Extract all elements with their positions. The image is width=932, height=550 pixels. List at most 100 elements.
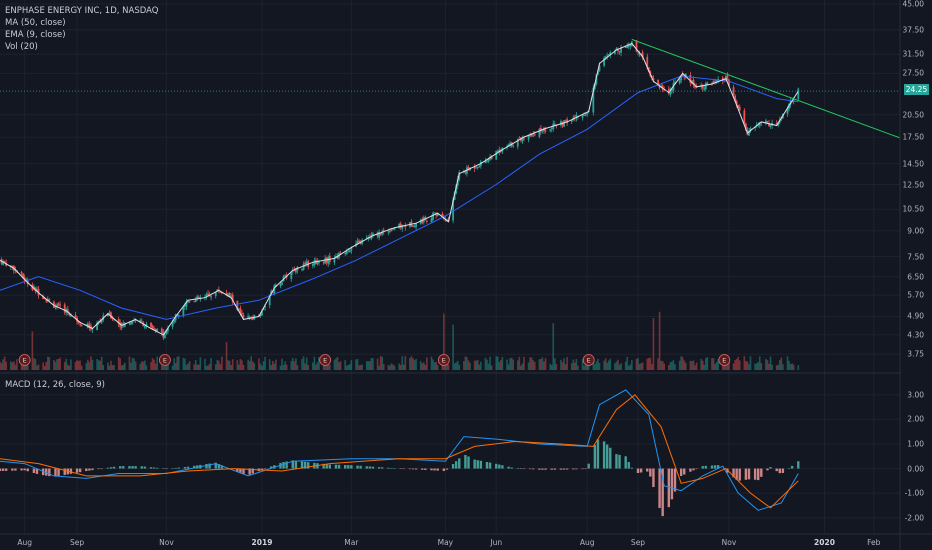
macd-tick-label: -1.00 [904, 488, 924, 498]
volume-bar [572, 359, 575, 370]
symbol-title[interactable]: ENPHASE ENERGY INC, 1D, NASDAQ [5, 6, 159, 16]
candle-body [379, 232, 382, 235]
macd-histogram-bar [1, 468, 5, 471]
candle-body [69, 314, 72, 317]
volume-bar [379, 356, 382, 370]
macd-histogram-bar [106, 467, 110, 469]
macd-histogram-bar [661, 468, 664, 517]
macd-histogram-bar [152, 467, 156, 469]
volume-bar [196, 364, 199, 370]
ema-legend[interactable]: EMA (9, close) [5, 30, 66, 40]
candle-body [54, 306, 57, 308]
volume-bar [54, 361, 57, 370]
volume-bar [715, 362, 718, 370]
volume-bar [592, 360, 595, 370]
candle-body [560, 120, 562, 126]
candle-body [381, 231, 384, 235]
macd-histogram-bar [433, 468, 436, 471]
current-price-badge: 24.25 [904, 84, 929, 95]
volume-bar [594, 364, 596, 370]
volume-bar [204, 358, 206, 370]
indicator-lines [0, 38, 901, 336]
volume-bar [754, 363, 756, 370]
volume-bar [755, 363, 758, 370]
volume-bar [376, 358, 379, 370]
macd-legend[interactable]: MACD (12, 26, close, 9) [5, 380, 105, 390]
candle-body [538, 128, 541, 137]
macd-histogram-bar [270, 466, 273, 469]
volume-bar [749, 356, 752, 370]
volume-bar [318, 356, 320, 370]
macd-histogram-bar [248, 468, 251, 475]
macd-histogram-bar [605, 444, 609, 469]
price-tick-label: 12.50 [902, 180, 924, 190]
candle-body [143, 325, 146, 328]
volume-bar [640, 363, 642, 370]
macd-histogram-bar [242, 468, 245, 474]
volume-bar [509, 358, 511, 370]
macd-histogram-bar [112, 466, 116, 469]
time-tick-label: May [437, 538, 454, 547]
candle-body [48, 299, 51, 301]
macd-histogram-bar [155, 467, 159, 469]
volume-bar [607, 360, 610, 370]
macd-histogram-bar [532, 468, 535, 470]
macd-histogram-bar [368, 466, 372, 469]
volume-bar [771, 364, 773, 370]
volume-bar [544, 358, 547, 370]
candle-body [182, 307, 185, 316]
vol-legend[interactable]: Vol (20) [5, 42, 38, 52]
candle-body [775, 122, 778, 125]
volume-bar [501, 356, 504, 370]
volume-bar [382, 364, 385, 370]
candle-body [550, 128, 553, 129]
candle-body [692, 79, 695, 85]
volume-bar [231, 359, 234, 370]
macd-histogram-bar [565, 468, 569, 470]
signal-line [0, 394, 799, 509]
volume-bar [247, 359, 249, 370]
volume-bar [122, 364, 125, 370]
candle-body [496, 150, 499, 152]
candle-body [185, 301, 188, 307]
candle-body [86, 323, 89, 328]
candle-body [575, 115, 578, 119]
candle-body [59, 304, 62, 306]
volume-bar [570, 363, 573, 370]
volume-bar [415, 358, 417, 370]
macd-histogram-bar [562, 468, 566, 470]
candle-body [259, 314, 262, 317]
macd-histogram-bar [538, 468, 541, 470]
volume-bar [285, 364, 288, 370]
candle-body [268, 294, 271, 306]
volume-bar [672, 360, 675, 370]
candle-body [581, 114, 584, 118]
volume-bar [473, 360, 476, 370]
candle-body [637, 51, 639, 53]
macd-histogram-bar [69, 468, 73, 474]
candle-body [476, 167, 479, 168]
volume-bar [153, 359, 155, 370]
macd-histogram-bar [393, 468, 396, 469]
macd-histogram-bar [609, 447, 612, 469]
time-tick-label: 2020 [814, 538, 835, 547]
macd-tick-label: -2.00 [904, 513, 924, 523]
volume-bar [703, 364, 706, 370]
volume-bar [765, 358, 767, 370]
volume-bar [307, 364, 310, 370]
candle-body [108, 312, 111, 314]
candle-body [100, 320, 103, 323]
macd-histogram-bar [790, 465, 794, 469]
volume-bar [239, 359, 242, 370]
candle-body [348, 250, 351, 253]
macd-histogram-bar [75, 468, 79, 473]
candle-body [627, 45, 630, 47]
macd-histogram-bar [544, 468, 547, 470]
ma-legend[interactable]: MA (50, close) [5, 18, 66, 28]
volume-bar [324, 363, 326, 370]
volume-bar [541, 357, 544, 370]
macd-histogram-bar [679, 468, 683, 476]
candle-body [404, 225, 407, 228]
volume-bar [467, 360, 470, 370]
